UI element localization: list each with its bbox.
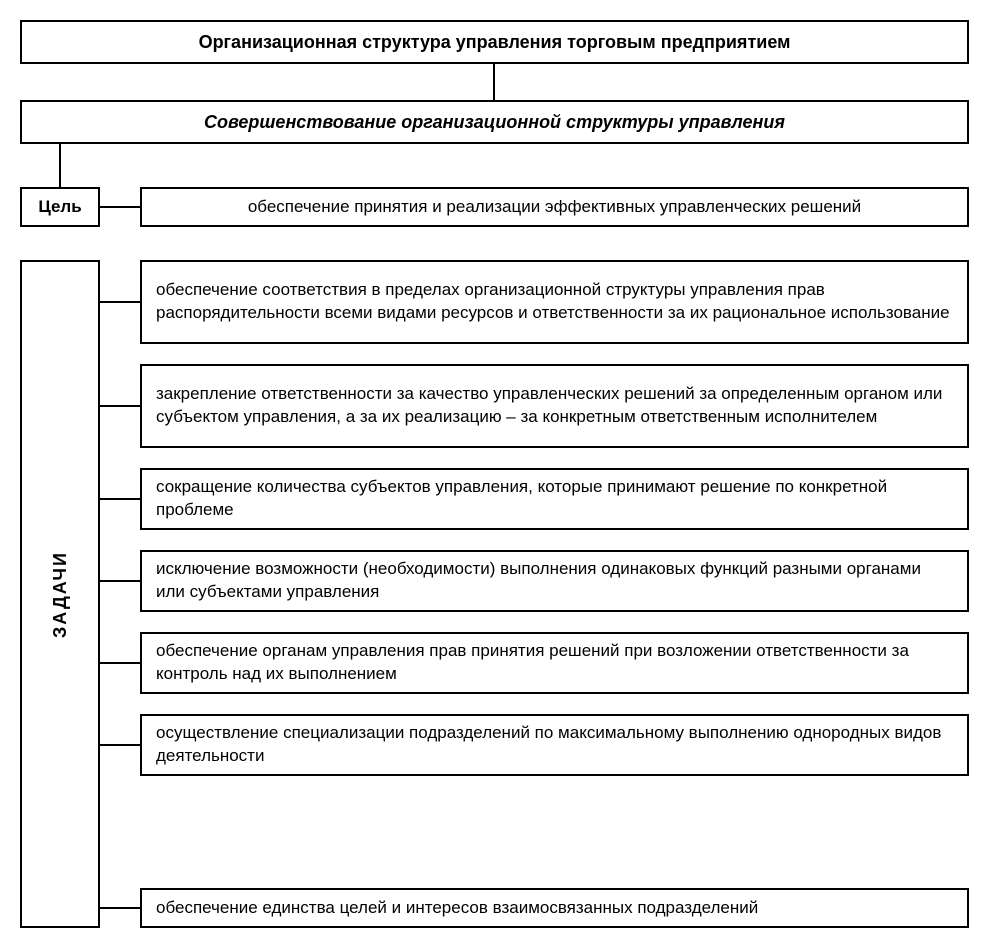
task-text: осуществление специализации подразделени… bbox=[156, 722, 953, 768]
task-box-4: исключение возможности (необходимости) в… bbox=[140, 550, 969, 612]
task-box-3: сокращение количества субъектов управлен… bbox=[140, 468, 969, 530]
task-text: обеспечение органам управления прав прин… bbox=[156, 640, 953, 686]
task-box-1: обеспечение соответствия в пределах орга… bbox=[140, 260, 969, 344]
goal-label-box: Цель bbox=[20, 187, 100, 227]
goal-content-text: обеспечение принятия и реализации эффект… bbox=[248, 196, 861, 219]
task-text: исключение возможности (необходимости) в… bbox=[156, 558, 953, 604]
org-structure-diagram: Организационная структура управления тор… bbox=[20, 20, 969, 928]
header-box: Организационная структура управления тор… bbox=[20, 20, 969, 64]
subheader-box: Совершенствование организационной структ… bbox=[20, 100, 969, 144]
task-box-6: осуществление специализации подразделени… bbox=[140, 714, 969, 776]
task-box-2: закрепление ответственности за качество … bbox=[140, 364, 969, 448]
task-text: обеспечение единства целей и интересов в… bbox=[156, 897, 758, 920]
task-text: обеспечение соответствия в пределах орга… bbox=[156, 279, 953, 325]
task-box-5: обеспечение органам управления прав прин… bbox=[140, 632, 969, 694]
task-box-7: обеспечение единства целей и интересов в… bbox=[140, 888, 969, 928]
tasks-label-text: ЗАДАЧИ bbox=[48, 551, 72, 638]
task-text: закрепление ответственности за качество … bbox=[156, 383, 953, 429]
goal-content-box: обеспечение принятия и реализации эффект… bbox=[140, 187, 969, 227]
goal-label-text: Цель bbox=[38, 196, 81, 219]
task-text: сокращение количества субъектов управлен… bbox=[156, 476, 953, 522]
tasks-label-box: ЗАДАЧИ bbox=[20, 260, 100, 928]
subheader-text: Совершенствование организационной структ… bbox=[204, 110, 785, 134]
header-text: Организационная структура управления тор… bbox=[199, 30, 791, 54]
